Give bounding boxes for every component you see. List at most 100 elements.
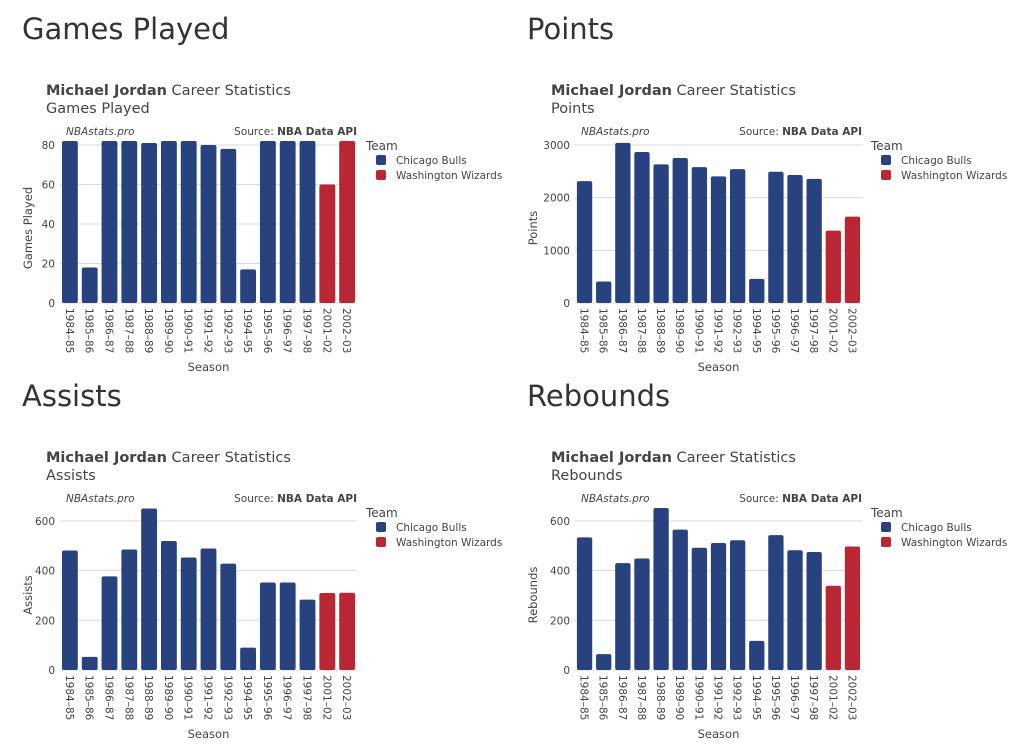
- x-tick-label: 2001–02: [826, 675, 838, 720]
- x-tick-label: 1996–97: [788, 675, 800, 720]
- y-tick-label: 200: [550, 615, 570, 627]
- legend-swatch[interactable]: [376, 170, 386, 180]
- x-tick-label: 1987–88: [122, 675, 134, 720]
- x-tick-label: 2002–03: [845, 308, 857, 353]
- bar-1984-85: [61, 550, 78, 670]
- bar-1997-98: [806, 178, 822, 303]
- legend-swatch[interactable]: [376, 537, 386, 547]
- legend-item[interactable]: Chicago Bulls: [901, 522, 972, 534]
- x-axis-label: Season: [188, 360, 230, 374]
- legend-swatch[interactable]: [376, 522, 386, 532]
- x-tick-label: 2001–02: [320, 308, 332, 353]
- x-tick-label: 1991–92: [202, 675, 214, 720]
- x-tick-label: 1997–98: [807, 675, 819, 720]
- chart-title-suffix: Career Statistics: [672, 450, 796, 466]
- bar-1987-88: [634, 558, 650, 670]
- bar-1996-97: [279, 582, 296, 670]
- legend-item[interactable]: Washington Wizards: [396, 170, 502, 182]
- chart-panel-assists: Assists Michael Jordan Career Statistics A…: [21, 379, 502, 741]
- source-note: Source: NBA Data API: [234, 126, 357, 138]
- source-name: NBA Data API: [277, 126, 357, 138]
- x-tick-label: 2001–02: [320, 675, 332, 720]
- x-tick-label: 1989–90: [673, 308, 685, 353]
- legend-title: Team: [870, 139, 903, 153]
- x-tick-label: 1987–88: [635, 675, 647, 720]
- chart-title-player: Michael Jordan: [551, 83, 672, 99]
- bar-1996-97: [787, 174, 803, 303]
- legend-swatch[interactable]: [881, 522, 891, 532]
- x-tick-label: 1992–93: [731, 675, 743, 720]
- legend-swatch[interactable]: [881, 170, 891, 180]
- bar-1991-92: [710, 543, 727, 670]
- bar-1987-88: [121, 549, 138, 670]
- bar-1992-93: [729, 169, 746, 303]
- x-tick-label: 1992–93: [731, 308, 743, 353]
- x-tick-label: 1991–92: [712, 675, 724, 720]
- bar-1988-89: [141, 508, 158, 670]
- chart-panel-games-played: Games Played Michael Jordan Career Statis…: [21, 12, 502, 374]
- bar-2001-02: [825, 230, 841, 303]
- bar-1989-90: [160, 541, 177, 670]
- bar-1995-96: [768, 535, 784, 670]
- bar-1985-86: [596, 281, 612, 303]
- legend-item[interactable]: Chicago Bulls: [396, 155, 467, 167]
- bar-1985-86: [81, 267, 98, 303]
- x-tick-label: 1988–89: [142, 675, 154, 720]
- bar-1995-96: [768, 171, 784, 303]
- source-note: Source: NBA Data API: [739, 493, 862, 505]
- legend-item[interactable]: Washington Wizards: [901, 537, 1007, 549]
- legend-title: Team: [870, 506, 903, 520]
- y-tick-label: 600: [550, 516, 570, 528]
- x-tick-label: 2002–03: [340, 675, 352, 720]
- bar-1984-85: [61, 141, 78, 303]
- x-tick-label: 1997–98: [807, 308, 819, 353]
- legend-item[interactable]: Chicago Bulls: [901, 155, 972, 167]
- x-tick-label: 1986–87: [616, 675, 628, 720]
- bar-1986-87: [615, 563, 631, 670]
- x-axis-label: Season: [698, 360, 740, 374]
- legend-swatch[interactable]: [881, 537, 891, 547]
- bar-1995-96: [259, 582, 276, 670]
- x-tick-label: 1995–96: [261, 308, 273, 354]
- x-tick-label: 2002–03: [340, 308, 352, 353]
- section-heading: Points: [527, 12, 614, 46]
- chart-title: Michael Jordan Career Statistics: [46, 450, 291, 466]
- y-tick-label: 0: [48, 298, 55, 310]
- bar-1992-93: [220, 563, 237, 670]
- x-axis-label: Season: [188, 727, 230, 741]
- legend-swatch[interactable]: [376, 155, 386, 165]
- source-name: NBA Data API: [782, 126, 862, 138]
- bar-2001-02: [319, 184, 336, 303]
- bar-1990-91: [691, 547, 708, 670]
- bar-2002-03: [339, 592, 356, 670]
- bar-1985-86: [596, 654, 612, 670]
- y-tick-label: 3000: [543, 140, 570, 152]
- bar-1989-90: [672, 529, 688, 670]
- x-tick-label: 1995–96: [769, 675, 781, 721]
- bar-1994-95: [749, 640, 765, 670]
- y-tick-label: 1000: [543, 245, 570, 257]
- bar-1988-89: [141, 142, 158, 303]
- source-name: NBA Data API: [782, 493, 862, 505]
- y-axis-label: Assists: [21, 575, 35, 615]
- bar-1996-97: [279, 141, 296, 303]
- legend-item[interactable]: Washington Wizards: [396, 537, 502, 549]
- x-tick-label: 1992–93: [221, 675, 233, 720]
- legend-item[interactable]: Washington Wizards: [901, 170, 1007, 182]
- x-tick-label: 1995–96: [261, 675, 273, 721]
- section-heading: Rebounds: [527, 379, 670, 413]
- x-tick-label: 1986–87: [616, 308, 628, 353]
- y-axis-label: Points: [526, 211, 540, 246]
- chart-title: Michael Jordan Career Statistics: [46, 83, 291, 99]
- watermark: NBAstats.pro: [66, 126, 135, 138]
- legend-swatch[interactable]: [881, 155, 891, 165]
- legend-item[interactable]: Chicago Bulls: [396, 522, 467, 534]
- y-tick-label: 0: [563, 665, 570, 677]
- chart-title-player: Michael Jordan: [551, 450, 672, 466]
- x-tick-label: 1997–98: [301, 675, 313, 720]
- bar-1985-86: [81, 656, 98, 670]
- source-note: Source: NBA Data API: [234, 493, 357, 505]
- y-tick-label: 0: [563, 298, 570, 310]
- x-tick-label: 1994–95: [750, 675, 762, 720]
- bar-1989-90: [160, 141, 177, 303]
